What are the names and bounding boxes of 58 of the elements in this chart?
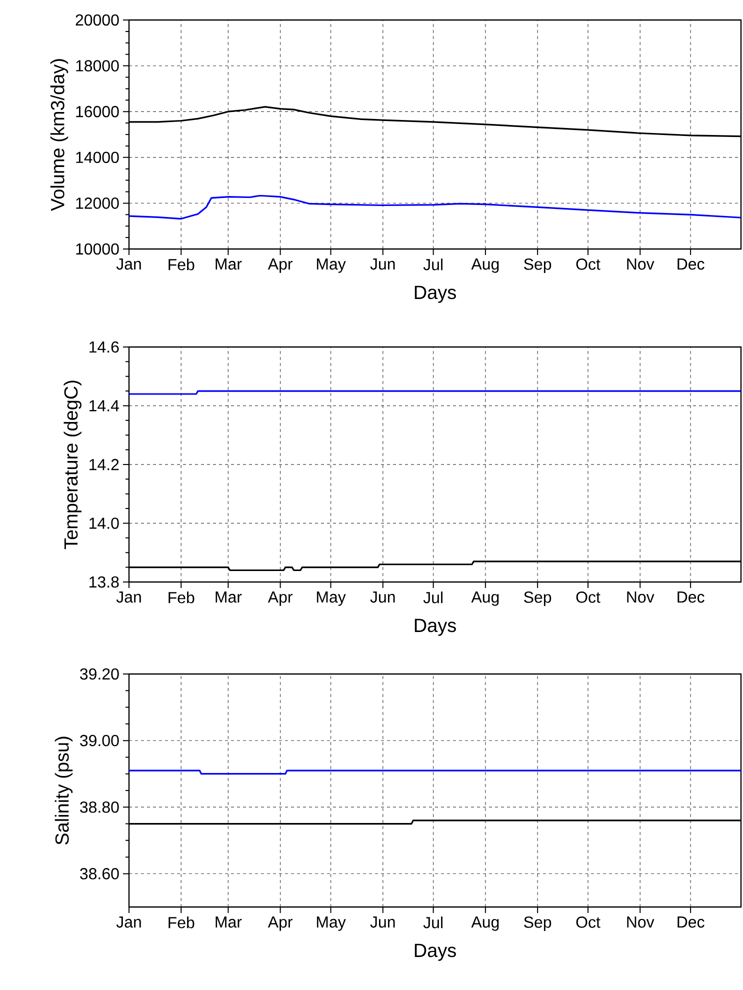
x-tick-label: Mar	[216, 592, 242, 603]
y-axis-title: Salinity (psu)	[54, 736, 73, 845]
y-tick-label: 18000	[76, 60, 119, 72]
y-tick-label: 14.0	[90, 518, 119, 529]
x-tick-label: Jan	[116, 258, 141, 270]
x-tick-label: May	[316, 916, 346, 931]
x-tick-label: Jun	[370, 916, 395, 928]
x-tick-label: Sep	[524, 916, 552, 932]
y-tick-label: 13.8	[90, 576, 119, 588]
x-tick-label: Dec	[678, 916, 704, 928]
x-tick-label: Sep	[524, 258, 552, 274]
x-axis-title: Days	[414, 618, 456, 636]
x-tick-label: Dec	[678, 592, 704, 603]
x-tick-label: Nov	[627, 258, 654, 270]
x-tick-label: Apr	[268, 916, 292, 931]
y-tick-label: 39.20	[80, 668, 119, 680]
x-tick-label: Aug	[471, 258, 499, 273]
y-tick-label: 38.80	[80, 801, 119, 813]
x-tick-label: Mar	[216, 258, 242, 270]
line-series	[129, 194, 741, 220]
x-tick-label: May	[316, 592, 346, 606]
x-tick-label: Jun	[370, 592, 395, 603]
x-tick-label: Feb	[168, 592, 194, 604]
x-tick-label: Jan	[116, 592, 141, 603]
x-tick-label: Nov	[627, 916, 654, 928]
y-axis-title: Temperature (degC)	[64, 380, 82, 550]
x-axis-title: Days	[414, 286, 456, 303]
x-tick-label: Oct	[576, 916, 600, 928]
y-tick-label: 39.00	[80, 734, 119, 746]
x-tick-label: Oct	[576, 592, 600, 603]
x-tick-label: Feb	[168, 916, 194, 928]
y-tick-label: 10000	[76, 243, 119, 255]
x-tick-label: Jan	[116, 916, 141, 928]
y-tick-label: 14.2	[90, 458, 119, 470]
y-tick-label: 14.4	[90, 400, 119, 412]
x-tick-label: Apr	[268, 258, 292, 273]
y-tick-label: 12000	[76, 198, 119, 209]
x-tick-label: Jul	[423, 916, 442, 928]
x-tick-label: Apr	[268, 592, 292, 606]
x-tick-label: Jun	[370, 258, 395, 270]
y-tick-label: 38.60	[80, 868, 119, 880]
y-tick-label: 16000	[76, 106, 119, 118]
x-tick-label: Aug	[471, 916, 499, 931]
y-tick-label: 20000	[76, 14, 119, 26]
y-tick-label: 14000	[76, 152, 119, 164]
x-tick-label: Sep	[524, 592, 552, 606]
x-tick-label: Jul	[423, 258, 442, 270]
x-tick-label: Dec	[678, 258, 704, 270]
y-axis-title: Volume (km3/day)	[50, 59, 68, 211]
y-tick-label: 14.6	[90, 341, 119, 353]
x-axis-title: Days	[414, 944, 456, 961]
x-tick-label: May	[316, 258, 346, 273]
x-tick-label: Feb	[168, 258, 194, 270]
x-tick-label: Oct	[576, 258, 600, 270]
x-tick-label: Jul	[423, 592, 442, 604]
x-tick-label: Aug	[471, 592, 499, 606]
x-tick-label: Nov	[627, 592, 654, 603]
x-tick-label: Mar	[216, 916, 242, 928]
